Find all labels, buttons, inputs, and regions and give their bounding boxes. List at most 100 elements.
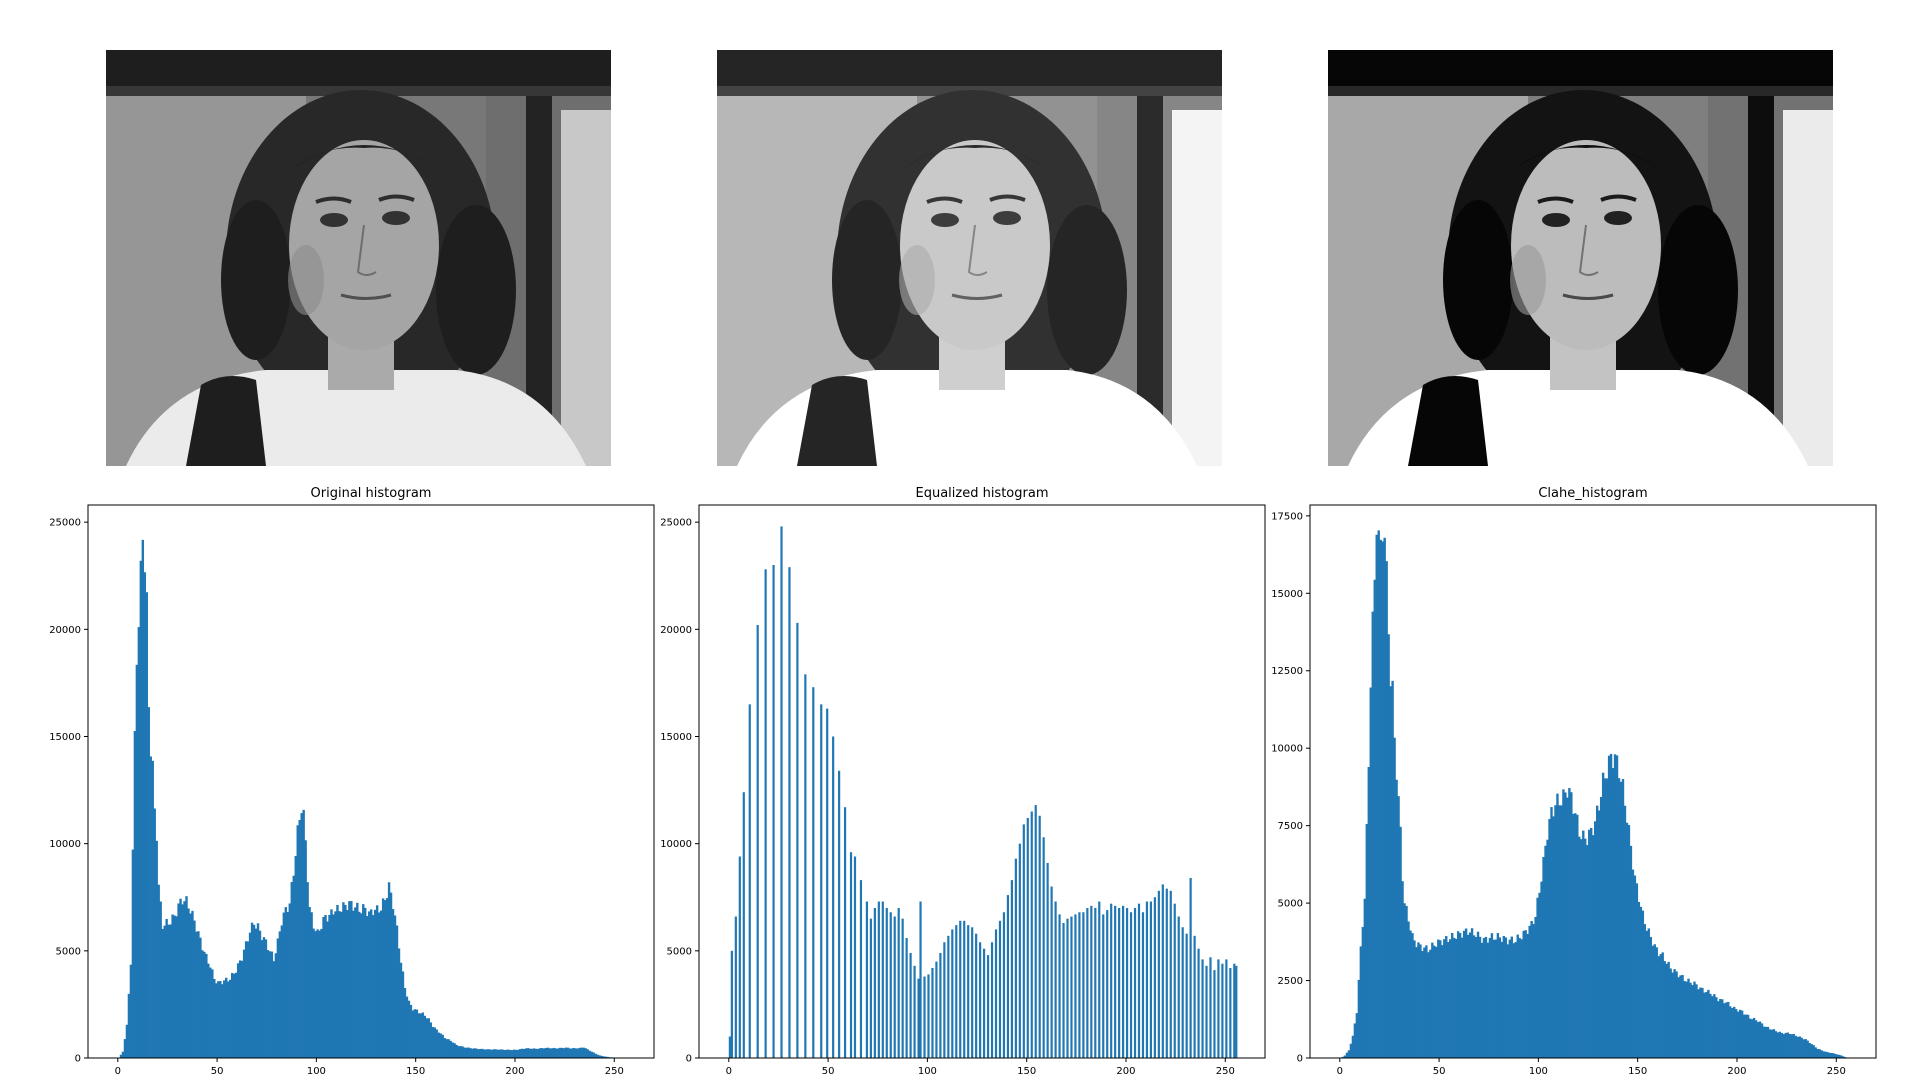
histogram-bar xyxy=(403,987,407,1058)
histogram-bar xyxy=(542,1048,546,1058)
histogram-bar xyxy=(1554,805,1557,1058)
histogram-bar xyxy=(413,1009,417,1058)
histogram-bar xyxy=(280,925,284,1058)
histogram-bar xyxy=(1794,1035,1797,1058)
face xyxy=(1511,140,1661,350)
histogram-bar xyxy=(135,664,139,1058)
histogram-bar xyxy=(169,924,172,1058)
histogram-bar xyxy=(1149,901,1152,1058)
histogram-bar xyxy=(1576,814,1579,1058)
histogram-bar xyxy=(1611,768,1615,1058)
histogram-bar xyxy=(1114,905,1117,1058)
histogram-bar xyxy=(1425,945,1428,1058)
brow-left xyxy=(315,196,352,204)
histogram-bar xyxy=(1484,936,1488,1058)
histogram-bar xyxy=(332,914,335,1058)
histogram-bar xyxy=(421,1012,425,1058)
histogram-bar xyxy=(1778,1031,1782,1058)
histogram-bar xyxy=(248,932,252,1058)
histogram-bar xyxy=(1474,937,1478,1058)
x-tick-label: 0 xyxy=(726,1066,732,1077)
histogram-bar xyxy=(346,910,349,1058)
histogram-bar xyxy=(507,1049,510,1058)
histogram-bar xyxy=(1800,1037,1803,1058)
histogram-bar xyxy=(244,941,248,1058)
eye-left xyxy=(931,213,959,227)
y-tick-label: 7500 xyxy=(1278,821,1303,832)
histogram-bar xyxy=(1435,946,1438,1058)
histogram-bar xyxy=(1766,1026,1770,1058)
histogram-bar xyxy=(1548,819,1551,1058)
histogram-bar xyxy=(1752,1017,1756,1058)
histogram-bar xyxy=(1381,541,1384,1058)
y-tick-label: 10000 xyxy=(1271,744,1303,755)
histogram-bar xyxy=(262,937,266,1058)
histogram-bar xyxy=(820,704,823,1058)
histogram-bar xyxy=(459,1046,462,1058)
histogram-bar xyxy=(1478,936,1482,1058)
histogram-bar xyxy=(1792,1033,1795,1058)
histogram-bar xyxy=(1528,925,1531,1058)
histogram-bar xyxy=(230,972,234,1058)
histogram-bar xyxy=(348,901,351,1058)
histogram-bar xyxy=(971,927,974,1058)
histogram-bar xyxy=(296,825,299,1058)
y-tick-label: 5000 xyxy=(667,946,692,957)
histogram-bar xyxy=(1369,687,1372,1058)
histogram-bar xyxy=(955,925,958,1058)
histogram-bar xyxy=(505,1049,508,1058)
histogram-bar xyxy=(590,1051,593,1058)
histogram-bar xyxy=(1409,930,1412,1058)
x-tick-label: 100 xyxy=(1529,1066,1548,1077)
histogram-bar xyxy=(366,916,369,1058)
histogram-bar xyxy=(963,920,966,1058)
histogram-bar xyxy=(1526,933,1529,1058)
histogram-bar xyxy=(1701,987,1704,1058)
histogram-bar xyxy=(917,978,920,1058)
histogram-bar xyxy=(145,592,148,1058)
histogram-bar xyxy=(748,704,751,1058)
histogram-bar xyxy=(979,942,982,1058)
histogram-bar xyxy=(1014,858,1017,1058)
histogram-bar xyxy=(373,909,377,1058)
y-tick-label: 20000 xyxy=(49,625,81,636)
x-tick-label: 100 xyxy=(918,1066,937,1077)
histogram-bar xyxy=(1353,1023,1357,1058)
histogram-bar xyxy=(1812,1045,1815,1058)
x-tick-label: 250 xyxy=(1827,1066,1846,1077)
equalized-photo xyxy=(717,50,1222,466)
histogram-bar xyxy=(278,931,282,1058)
histogram-bar xyxy=(1707,989,1710,1058)
histogram-bar xyxy=(229,979,232,1058)
histogram-bar xyxy=(994,929,998,1058)
histogram-bar xyxy=(1496,933,1500,1058)
histogram-bar xyxy=(1393,737,1396,1058)
histogram-bar xyxy=(1445,936,1448,1058)
mouth xyxy=(1562,293,1614,300)
histogram-bar xyxy=(1486,942,1490,1058)
histogram-bar xyxy=(1733,1006,1736,1058)
equalized-histogram-panel: Equalized histogram 0 50 100 150 200 250 0 5000… xyxy=(660,486,1266,1077)
histogram-bar xyxy=(407,1000,411,1058)
histogram-bar xyxy=(435,1029,438,1058)
histogram-bar xyxy=(1560,805,1563,1058)
histogram-bar xyxy=(411,1010,415,1058)
histogram-bar xyxy=(260,940,264,1058)
histogram-bar xyxy=(362,904,365,1058)
histogram-bar xyxy=(1768,1029,1772,1058)
histogram-bar xyxy=(881,901,884,1058)
histogram-bar xyxy=(1597,810,1601,1058)
histogram-bar xyxy=(528,1048,532,1058)
histogram-bar xyxy=(469,1048,472,1058)
histogram-bar xyxy=(1516,934,1519,1058)
histogram-bar xyxy=(1413,940,1416,1058)
histogram-bar xyxy=(738,856,741,1058)
histogram-bar xyxy=(734,916,737,1058)
histogram-bar xyxy=(548,1048,552,1058)
histogram-bar xyxy=(334,911,337,1058)
histogram-bar xyxy=(1546,839,1549,1058)
histogram-bar xyxy=(943,942,946,1058)
histogram-bar xyxy=(511,1050,514,1058)
y-tick-label: 10000 xyxy=(660,839,692,850)
histogram-bar xyxy=(1782,1034,1786,1058)
